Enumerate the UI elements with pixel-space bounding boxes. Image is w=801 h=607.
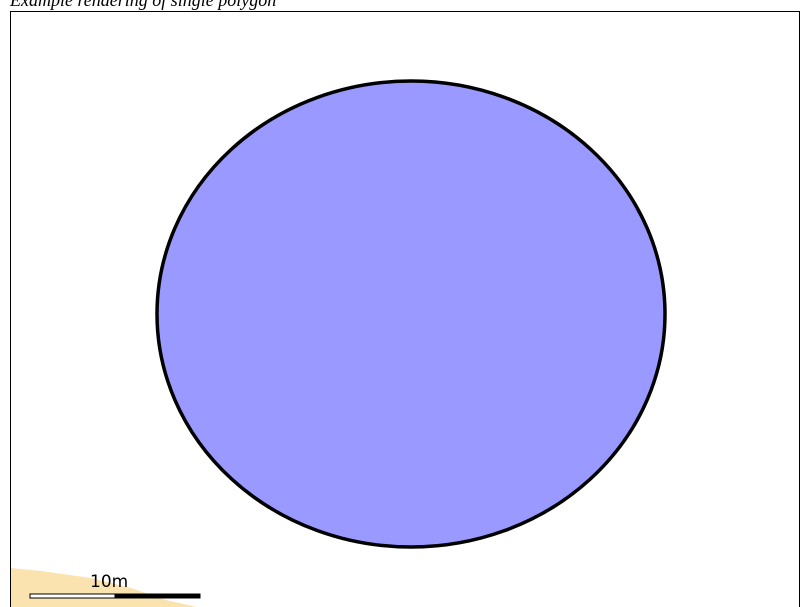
scale-bar-segment-black: [114, 593, 201, 599]
scale-bar-label: 10m: [90, 572, 129, 592]
figure-caption: Example rendering of single polygon: [10, 0, 277, 10]
scale-bar: [29, 593, 201, 599]
scale-bar-segment-white: [29, 593, 116, 599]
map-frame: 10m: [10, 11, 800, 607]
circle-polygon: [155, 79, 667, 549]
map-canvas: [11, 79, 667, 607]
